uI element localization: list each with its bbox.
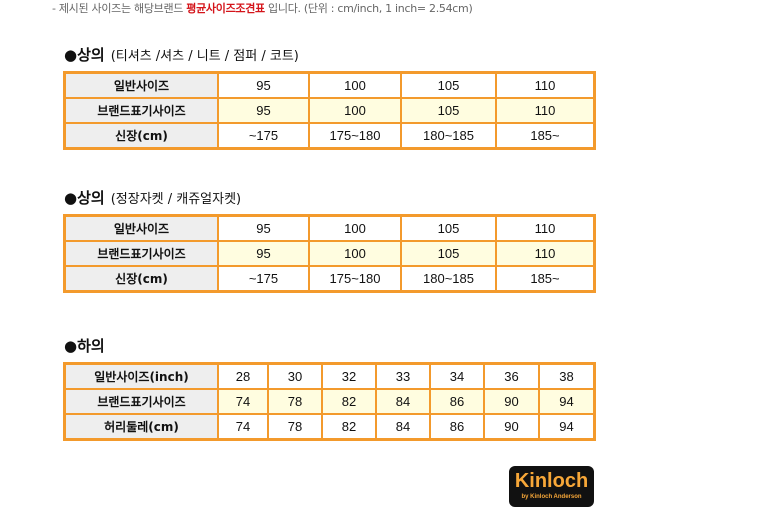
table-cell: ~175 — [217, 265, 310, 293]
table-cell: 100 — [308, 97, 402, 124]
table-cell: 105 — [400, 97, 497, 124]
table-cell: 95 — [217, 214, 310, 242]
table-cell: 28 — [217, 362, 269, 390]
row-label: 일반사이즈(inch) — [63, 362, 219, 390]
row-label: 신장(cm) — [63, 265, 219, 293]
table-cell: 105 — [400, 240, 497, 267]
table-cell: 94 — [538, 413, 596, 441]
table-cell: 95 — [217, 71, 310, 99]
size-note: - 제시된 사이즈는 해당브랜드 평균사이즈조견표 입니다. (단위 : cm/… — [52, 2, 473, 15]
table-cell: 33 — [375, 362, 431, 390]
table-cell: 74 — [217, 413, 269, 441]
row-label: 브랜드표기사이즈 — [63, 97, 219, 124]
table-cell: 32 — [321, 362, 377, 390]
table-cell: 100 — [308, 240, 402, 267]
section-title: ●상의 (정장자켓 / 캐쥬얼자켓) — [64, 189, 242, 207]
table-cell: 110 — [495, 97, 596, 124]
table-row: 일반사이즈(inch) 28 30 32 33 34 36 38 — [63, 362, 596, 390]
size-table: 일반사이즈 95 100 105 110 브랜드표기사이즈 95 100 105 110 신장(cm… — [63, 214, 596, 293]
table-cell: 94 — [538, 388, 596, 415]
table-cell: 90 — [483, 388, 540, 415]
row-label: 일반사이즈 — [63, 71, 219, 99]
table-cell: 86 — [429, 388, 485, 415]
table-cell: 84 — [375, 388, 431, 415]
table-row: 일반사이즈 95 100 105 110 — [63, 71, 596, 99]
table-cell: 30 — [267, 362, 323, 390]
table-cell: 180~185 — [400, 122, 497, 150]
table-cell: 110 — [495, 71, 596, 99]
row-label: 브랜드표기사이즈 — [63, 240, 219, 267]
table-cell: 185~ — [495, 265, 596, 293]
section-title: ●상의 (티셔츠 /셔츠 / 니트 / 점퍼 / 코트) — [64, 46, 299, 64]
row-label: 신장(cm) — [63, 122, 219, 150]
table-cell: ~175 — [217, 122, 310, 150]
section-title: ●하의 — [64, 337, 105, 355]
table-cell: 180~185 — [400, 265, 497, 293]
table-row: 신장(cm) ~175 175~180 180~185 185~ — [63, 122, 596, 150]
table-cell: 82 — [321, 413, 377, 441]
row-label: 허리둘레(cm) — [63, 413, 219, 441]
table-row: 브랜드표기사이즈 74 78 82 84 86 90 94 — [63, 388, 596, 415]
row-label: 브랜드표기사이즈 — [63, 388, 219, 415]
table-row: 허리둘레(cm) 74 78 82 84 86 90 94 — [63, 413, 596, 441]
size-table: 일반사이즈 95 100 105 110 브랜드표기사이즈 95 100 105 110 신장(cm… — [63, 71, 596, 150]
table-row: 일반사이즈 95 100 105 110 — [63, 214, 596, 242]
table-row: 브랜드표기사이즈 95 100 105 110 — [63, 97, 596, 124]
table-cell: 175~180 — [308, 265, 402, 293]
table-cell: 95 — [217, 97, 310, 124]
table-cell: 185~ — [495, 122, 596, 150]
size-table: 일반사이즈(inch) 28 30 32 33 34 36 38 브랜드표기사이즈 74 78 82 8… — [63, 362, 596, 441]
table-cell: 74 — [217, 388, 269, 415]
table-cell: 78 — [267, 388, 323, 415]
table-cell: 86 — [429, 413, 485, 441]
table-cell: 36 — [483, 362, 540, 390]
table-cell: 95 — [217, 240, 310, 267]
table-cell: 100 — [308, 214, 402, 242]
table-cell: 100 — [308, 71, 402, 99]
table-cell: 90 — [483, 413, 540, 441]
table-cell: 110 — [495, 240, 596, 267]
table-cell: 82 — [321, 388, 377, 415]
kinloch-logo: Kinloch by Kinloch Anderson — [509, 466, 594, 507]
table-cell: 175~180 — [308, 122, 402, 150]
table-cell: 34 — [429, 362, 485, 390]
table-cell: 84 — [375, 413, 431, 441]
table-cell: 105 — [400, 214, 497, 242]
table-cell: 105 — [400, 71, 497, 99]
table-row: 신장(cm) ~175 175~180 180~185 185~ — [63, 265, 596, 293]
table-cell: 38 — [538, 362, 596, 390]
table-cell: 110 — [495, 214, 596, 242]
row-label: 일반사이즈 — [63, 214, 219, 242]
table-cell: 78 — [267, 413, 323, 441]
table-row: 브랜드표기사이즈 95 100 105 110 — [63, 240, 596, 267]
